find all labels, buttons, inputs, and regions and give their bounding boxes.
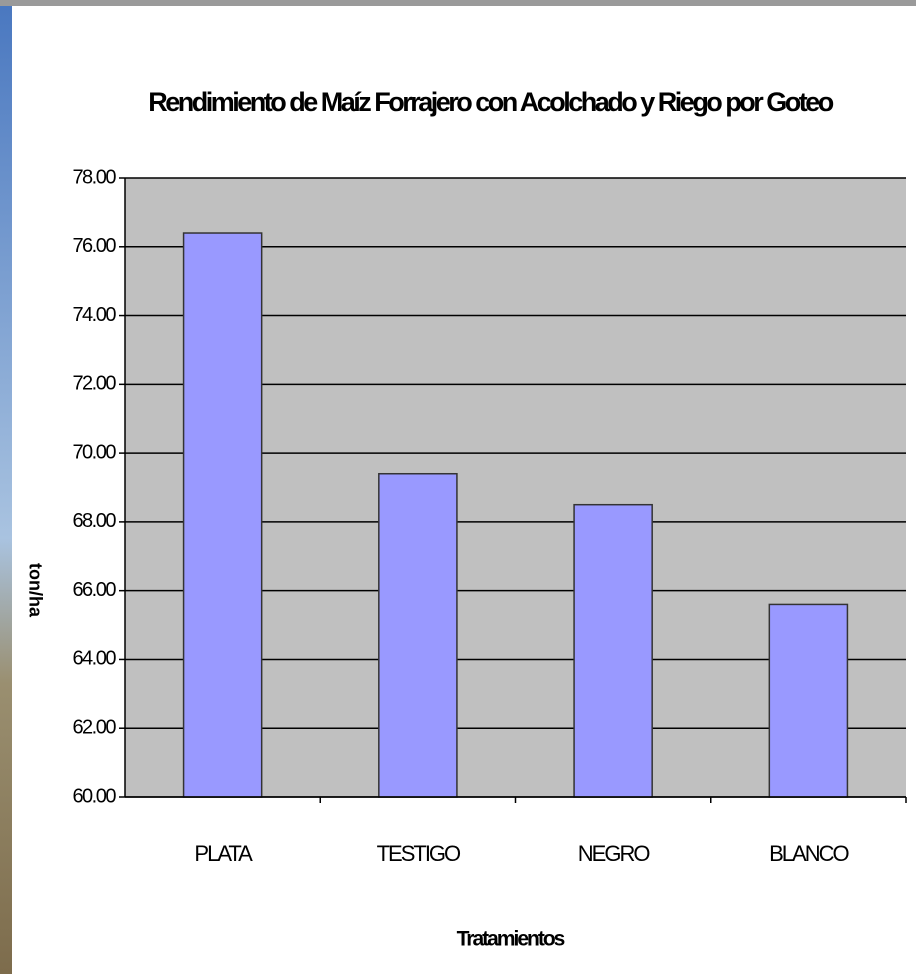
y-tick-label: 66.00 (72, 579, 116, 601)
background-image-strip (0, 6, 12, 974)
x-tick-label: TESTIGO (377, 841, 461, 866)
y-tick-label: 76.00 (72, 235, 116, 257)
bar (768, 603, 849, 798)
y-tick-label: 74.00 (72, 304, 116, 326)
x-tick-label: PLATA (194, 841, 253, 866)
y-tick-label: 72.00 (72, 373, 116, 395)
bar (573, 503, 653, 798)
y-tick-label: 70.00 (72, 441, 116, 463)
bar (182, 232, 263, 798)
y-tick-label: 64.00 (72, 648, 116, 670)
chart-title: Rendimiento de Maíz Forrajero con Acolch… (148, 87, 834, 117)
y-tick-label: 62.00 (72, 717, 116, 739)
x-tick-label: NEGRO (578, 841, 651, 866)
y-tick-label: 68.00 (72, 510, 116, 532)
x-axis-label: Tratamientos (457, 928, 565, 951)
y-tick-label: 60.00 (72, 785, 116, 807)
top-bar (0, 0, 916, 6)
bar (378, 472, 458, 798)
y-axis-label: ton/ha (25, 563, 45, 618)
x-tick-label: BLANCO (769, 841, 849, 866)
y-tick-label: 78.00 (72, 166, 116, 188)
